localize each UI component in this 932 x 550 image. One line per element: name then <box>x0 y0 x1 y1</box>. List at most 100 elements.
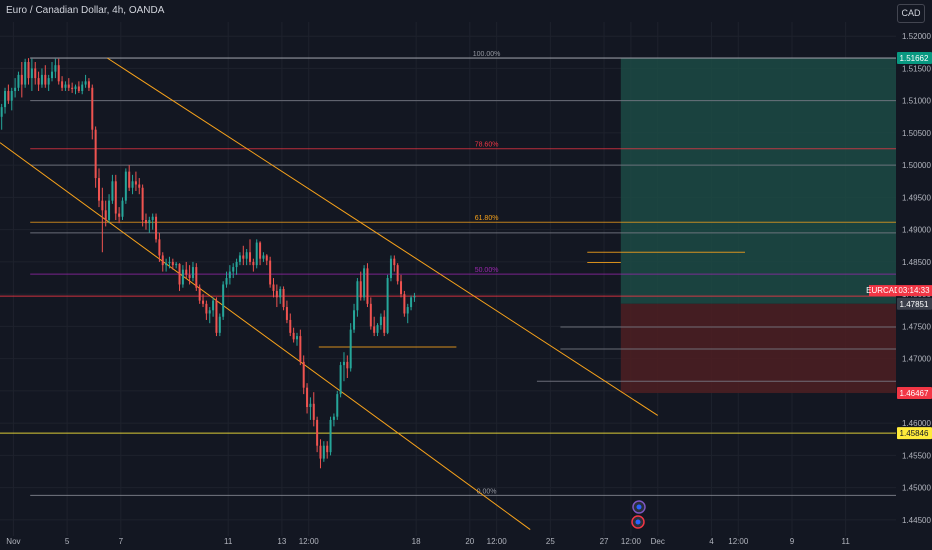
y-tick-label: 1.47000 <box>902 355 931 364</box>
candle-body <box>285 307 288 320</box>
candle-body <box>252 261 255 266</box>
candle-body <box>319 445 322 459</box>
countdown-label: 03:14:33 <box>898 286 930 295</box>
candle-body <box>138 184 141 188</box>
price-axis: 1.52000 1.51500 1.51000 1.50500 1.50000 1.495… <box>902 32 931 525</box>
candle-body <box>356 281 359 311</box>
candle-body <box>413 296 416 298</box>
candle-body <box>265 255 268 261</box>
candle-body <box>198 287 201 301</box>
y-tick-label: 1.48500 <box>902 258 931 267</box>
x-tick-label: 13 <box>277 537 286 546</box>
candle-body <box>309 403 312 408</box>
x-tick-label: 27 <box>600 537 609 546</box>
candle-body <box>168 261 171 264</box>
event-markers <box>631 500 646 529</box>
trend-line <box>107 57 659 416</box>
candle-body <box>205 303 208 314</box>
candle-body <box>87 81 90 88</box>
candle-body <box>175 263 178 266</box>
candle-body <box>218 316 221 333</box>
time-axis: Nov 5 7 11 13 12:00 18 20 12:00 25 27 12:00 Dec 4 12:0… <box>6 537 850 546</box>
candle-body <box>403 294 406 314</box>
target-zone <box>620 57 896 304</box>
candle-body <box>155 216 158 240</box>
fib-level-label: 50.00% <box>475 267 499 274</box>
candle-body <box>64 84 67 88</box>
x-tick-label: 7 <box>119 537 124 546</box>
candle-body <box>81 84 84 92</box>
candle-body <box>144 219 147 224</box>
candle-body <box>131 181 134 188</box>
y-tick-label: 1.45500 <box>902 451 931 460</box>
candle-body <box>269 260 272 285</box>
candle-body <box>101 200 104 211</box>
candle-body <box>47 78 50 85</box>
candle-body <box>373 326 376 333</box>
candle-body <box>228 271 231 279</box>
candle-body <box>34 68 37 79</box>
candle-body <box>111 181 114 201</box>
candle-body <box>188 274 191 279</box>
candle-body <box>128 171 131 188</box>
candle-body <box>40 74 43 85</box>
x-tick-label: Nov <box>6 537 20 546</box>
x-tick-label: 20 <box>465 537 474 546</box>
event-marker-dot <box>636 504 642 510</box>
candle-body <box>208 310 211 314</box>
currency-button[interactable]: CAD <box>897 4 925 23</box>
symbol-tag-label: EURCAD <box>866 286 900 295</box>
y-tick-label: 1.52000 <box>902 32 931 41</box>
candle-body <box>191 267 194 279</box>
candle-body <box>94 129 97 179</box>
candle-body <box>185 269 188 275</box>
candle-body <box>44 74 47 85</box>
candle-body <box>262 255 265 259</box>
candle-body <box>353 310 356 330</box>
y-tick-label: 1.51500 <box>902 64 931 73</box>
position-zones <box>620 57 896 394</box>
candle-body <box>342 361 345 366</box>
candle-body <box>349 329 352 369</box>
candle-body <box>165 263 168 266</box>
candle-body <box>195 267 198 288</box>
candle-body <box>158 239 161 256</box>
candle-body <box>272 284 275 291</box>
y-tick-label: 1.45000 <box>902 484 931 493</box>
candle-body <box>14 87 17 92</box>
event-marker-dot <box>635 519 641 525</box>
candle-body <box>279 288 282 298</box>
price-tag <box>897 51 932 64</box>
candle-body <box>249 252 252 262</box>
candle-body <box>255 242 258 266</box>
x-tick-label: Dec <box>651 537 665 546</box>
candle-body <box>232 267 235 272</box>
candle-body <box>134 181 137 185</box>
candle-body <box>366 268 369 304</box>
candle-body <box>27 61 30 79</box>
x-tick-label: 11 <box>842 537 851 546</box>
trend-channel <box>0 57 659 530</box>
candle-body <box>322 445 325 459</box>
candle-body <box>369 303 372 327</box>
y-tick-label: 1.50000 <box>902 161 931 170</box>
candle-body <box>215 300 218 333</box>
fib-retracement: 100.00% 78.60% 61.80% 50.00% 0.00% <box>30 51 896 496</box>
candle-body <box>148 219 151 224</box>
candle-body <box>84 81 87 85</box>
candle-body <box>91 87 94 130</box>
candle-body <box>410 297 413 308</box>
x-tick-label: 11 <box>224 537 233 546</box>
candle-body <box>181 269 184 285</box>
candle-body <box>238 255 241 262</box>
candlesticks <box>0 58 416 469</box>
candle-body <box>161 255 164 266</box>
candle-body <box>383 316 386 333</box>
x-tick-label: 12:00 <box>299 537 320 546</box>
price-tag-label: 1.46467 <box>900 389 929 398</box>
candle-body <box>7 91 10 101</box>
candle-body <box>359 281 362 298</box>
candle-body <box>67 84 70 88</box>
candle-body <box>24 61 27 85</box>
